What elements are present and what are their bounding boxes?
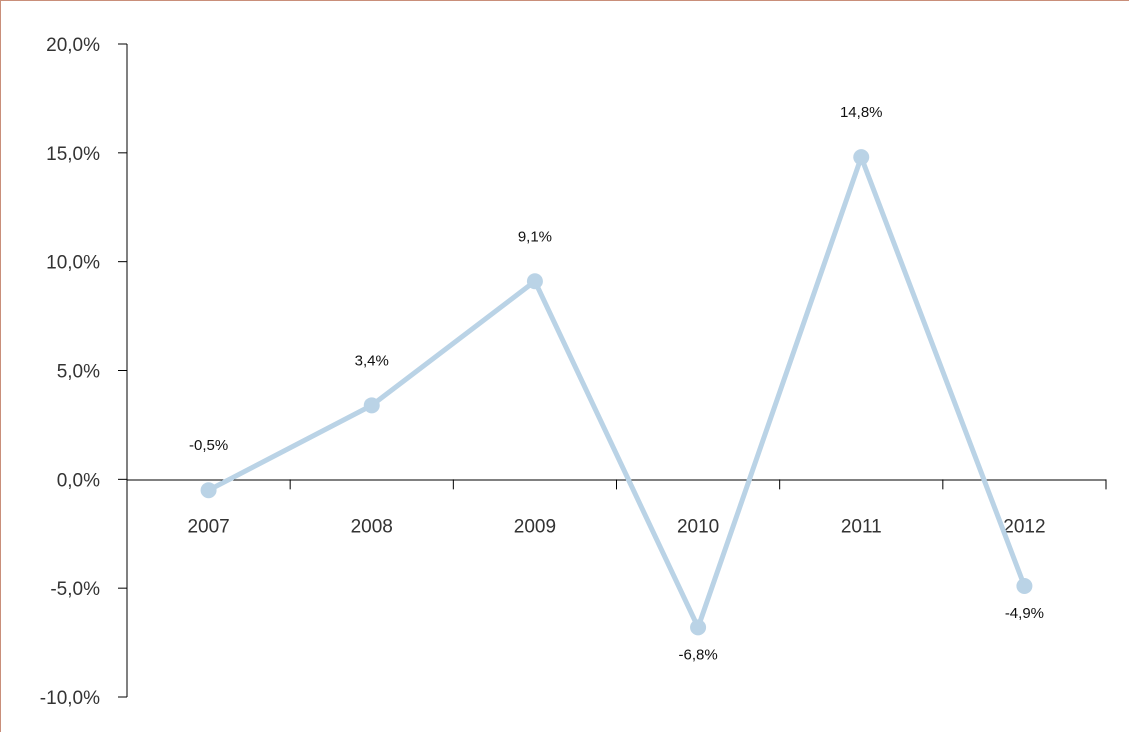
- y-tick-label: 10,0%: [46, 253, 100, 274]
- data-labels: -0,5% 3,4% 9,1% -6,8% 14,8% -4,9%: [189, 104, 1044, 663]
- data-label: 3,4%: [355, 352, 389, 369]
- x-tick-label: 2008: [351, 516, 393, 537]
- y-tick-label: 0,0%: [57, 470, 100, 491]
- data-label: 14,8%: [840, 104, 883, 121]
- x-tick-label: 2007: [187, 516, 229, 537]
- data-point: [690, 619, 707, 636]
- x-tick-label: 2010: [677, 516, 719, 537]
- data-point: [1016, 577, 1033, 594]
- x-axis-ticks: 2007 2008 2009 2010 2011 2012: [187, 479, 1107, 537]
- y-axis-ticks: 20,0% 15,0% 10,0% 5,0% 0,0% -5,0% -10,0%: [40, 35, 127, 709]
- data-point: [200, 482, 217, 499]
- y-tick-label: -10,0%: [40, 688, 100, 709]
- y-tick-label: 15,0%: [46, 144, 100, 165]
- data-label: 9,1%: [518, 228, 552, 245]
- y-tick-label: -5,0%: [50, 579, 100, 600]
- data-point: [526, 273, 543, 290]
- x-tick-label: 2011: [841, 516, 882, 537]
- data-label: -4,9%: [1005, 605, 1044, 622]
- y-tick-label: 20,0%: [46, 35, 100, 56]
- series-group: [200, 149, 1033, 636]
- data-point: [853, 149, 870, 166]
- data-label: -6,8%: [678, 646, 717, 663]
- x-tick-label: 2012: [1003, 516, 1045, 537]
- data-label: -0,5%: [189, 437, 228, 454]
- series-line: [207, 149, 1027, 634]
- x-tick-label: 2009: [514, 516, 556, 537]
- y-tick-label: 5,0%: [57, 362, 100, 383]
- data-point: [363, 397, 380, 414]
